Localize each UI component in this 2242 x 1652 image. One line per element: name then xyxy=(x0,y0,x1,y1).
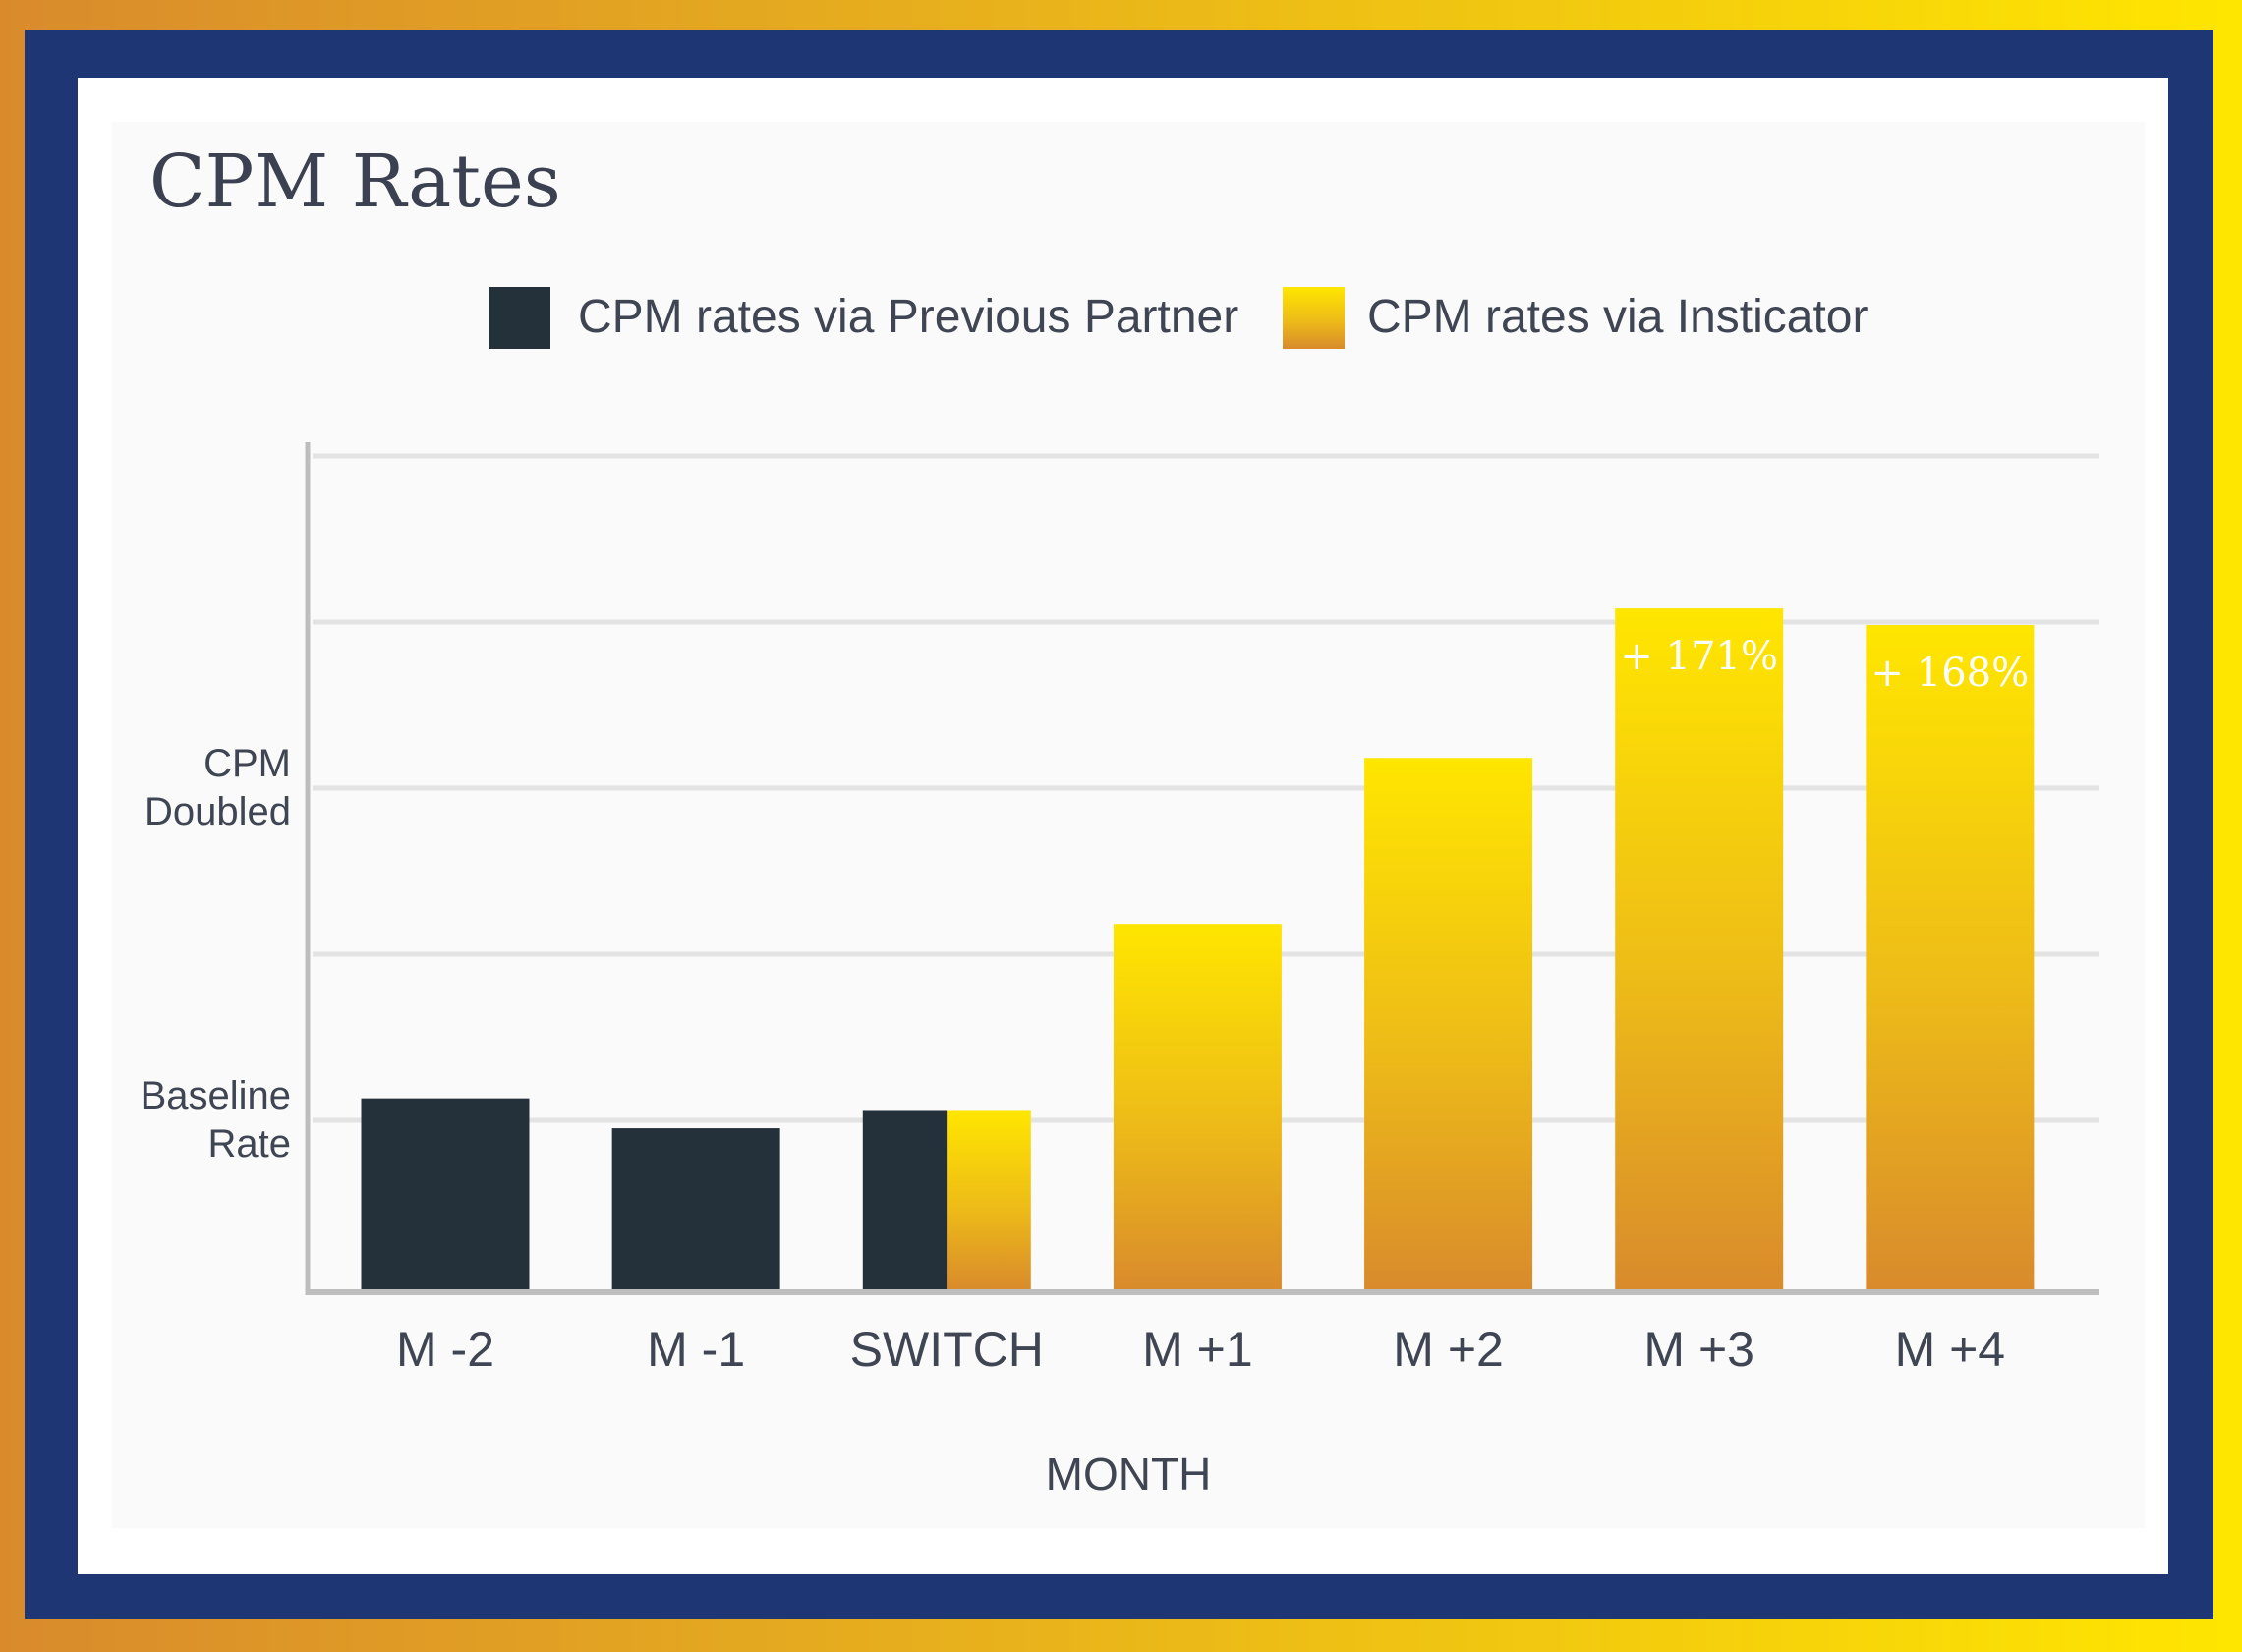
x-tick-label: M +1 xyxy=(1142,1322,1253,1377)
x-tick-label: M -1 xyxy=(647,1322,745,1377)
x-tick-label: M +4 xyxy=(1895,1322,2006,1377)
x-tick-label: M +2 xyxy=(1393,1322,1504,1377)
data-label: + 171% xyxy=(1620,634,1778,679)
x-axis-label: MONTH xyxy=(1046,1449,1212,1500)
data-labels: + 171% + 168% xyxy=(1620,634,2029,696)
legend-swatch-insticator xyxy=(1283,287,1345,349)
x-tick-labels: M -2 M -1 SWITCH M +1 M +2 M +3 M +4 xyxy=(396,1322,2005,1377)
data-label: + 168% xyxy=(1871,651,2030,696)
bar-insticator xyxy=(947,1110,1031,1289)
y-tick-label: CPM Doubled xyxy=(144,742,291,833)
legend-swatch-previous-partner xyxy=(489,287,550,349)
bar-previous-partner xyxy=(611,1128,780,1289)
bar-previous-partner xyxy=(361,1098,530,1289)
y-tick-label: Baseline Rate xyxy=(141,1074,291,1166)
y-tick-labels: Baseline Rate CPM Doubled xyxy=(141,742,291,1166)
bar-insticator xyxy=(1866,625,2035,1289)
bar-insticator xyxy=(1615,608,1784,1289)
bar-insticator xyxy=(1364,758,1533,1289)
x-tick-label: M +3 xyxy=(1643,1322,1754,1377)
legend: CPM rates via Previous Partner CPM rates… xyxy=(489,287,1868,349)
x-tick-label: SWITCH xyxy=(850,1322,1044,1377)
chart-title: CPM Rates xyxy=(149,140,561,224)
x-tick-label: M -2 xyxy=(396,1322,494,1377)
legend-label-insticator: CPM rates via Insticator xyxy=(1367,291,1868,343)
bar-previous-partner xyxy=(862,1110,948,1289)
bar-insticator xyxy=(1113,924,1282,1289)
bars xyxy=(361,608,2035,1289)
legend-label-previous-partner: CPM rates via Previous Partner xyxy=(578,291,1238,343)
